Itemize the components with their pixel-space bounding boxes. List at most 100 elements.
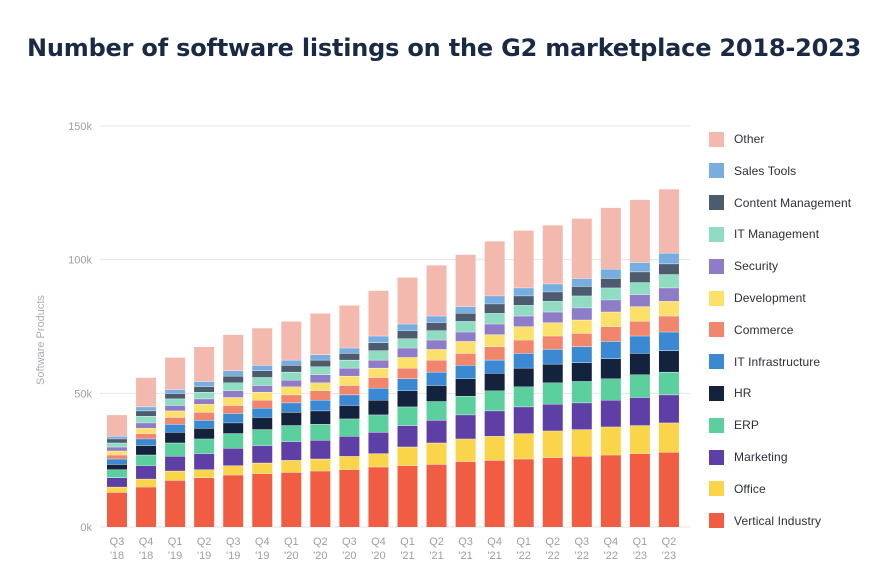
legend-swatch (709, 290, 724, 306)
bar-segment-erp (397, 406, 418, 426)
bar-segment-other (426, 265, 447, 316)
bar-segment-marketing (368, 432, 389, 454)
bar-segment-security (107, 446, 127, 451)
bar-segment-commerce (194, 412, 215, 421)
bar-segment-other (658, 188, 679, 253)
bar-segment-office (600, 426, 621, 455)
x-tick-label-year: '19 (255, 550, 269, 562)
bar-segment-other (368, 290, 389, 336)
x-tick-label-quarter: Q3 (226, 536, 241, 548)
bar-segment-it-infrastructure (339, 394, 360, 406)
bar-segment-development (629, 306, 650, 322)
bar-segment-sales-tools (600, 269, 621, 279)
bar-segment-commerce (107, 454, 127, 459)
bar-segment-marketing (223, 448, 244, 466)
bar-segment-vertical-industry (252, 473, 273, 527)
y-tick-label: 50k (74, 388, 92, 400)
x-tick-label-quarter: Q4 (604, 536, 619, 548)
bar-segment-sales-tools (136, 406, 157, 411)
x-tick-label-quarter: Q3 (110, 536, 125, 548)
bar-segment-content-management (252, 370, 273, 378)
x-tick-label-quarter: Q4 (371, 536, 386, 548)
bar-segment-office (368, 453, 389, 467)
bar-segment-security (426, 339, 447, 350)
bar-segment-sales-tools (629, 262, 650, 272)
bar-segment-commerce (513, 339, 534, 354)
bar-segment-sales-tools (397, 323, 418, 331)
bar-segment-hr (571, 362, 592, 382)
bar-segment-content-management (310, 359, 331, 367)
bar-segment-vertical-industry (281, 472, 302, 527)
bar-segment-commerce (629, 321, 650, 336)
bar-segment-vertical-industry (165, 480, 186, 527)
bar-segment-it-management (136, 416, 157, 423)
bar-segment-sales-tools (455, 306, 476, 314)
bar-segment-hr (252, 417, 273, 430)
bar-segment-it-infrastructure (629, 335, 650, 354)
bar-segment-marketing (281, 441, 302, 461)
bar-segment-marketing (136, 465, 157, 479)
bar-segment-hr (165, 432, 186, 443)
bar-segment-other (107, 414, 127, 437)
bar-segment-development (658, 301, 679, 316)
bar-segment-erp (542, 382, 563, 405)
x-tick-label-year: '18 (110, 550, 124, 562)
legend-label: IT Management (734, 227, 820, 242)
legend-item-development: Development (709, 289, 806, 307)
bar-segment-other (484, 240, 505, 296)
legend-item-marketing: Marketing (709, 448, 788, 466)
bar-segment-sales-tools (571, 278, 592, 287)
x-tick-label-year: '22 (517, 550, 531, 562)
x-tick-label-quarter: Q1 (284, 536, 299, 548)
legend-label: Content Management (734, 195, 852, 210)
legend-swatch (709, 258, 724, 274)
bar-segment-development (339, 375, 360, 386)
bar-segment-vertical-industry (658, 452, 679, 527)
x-tick-label-year: '19 (226, 550, 240, 562)
bar-segment-commerce (281, 394, 302, 403)
bar-segment-content-management (281, 365, 302, 372)
bar-segment-hr (426, 385, 447, 402)
bar-segment-office (426, 442, 447, 465)
bar-segment-it-infrastructure (136, 438, 157, 446)
bar-segment-marketing (542, 404, 563, 431)
bar-segment-erp (194, 438, 215, 454)
bar-segment-erp (455, 396, 476, 415)
bar-segment-erp (426, 401, 447, 421)
legend-label: Other (734, 132, 765, 146)
bar-segment-content-management (397, 330, 418, 339)
bar-segment-hr (455, 378, 476, 397)
x-tick-label-quarter: Q4 (139, 536, 154, 548)
chart-title: Number of software listings on the G2 ma… (27, 34, 862, 62)
bar-segment-erp (252, 429, 273, 446)
bar-segment-office (513, 433, 534, 459)
bar-segment-other (397, 277, 418, 324)
bar-segment-content-management (368, 342, 389, 351)
bar-segment-it-infrastructure (658, 331, 679, 351)
legend-swatch (709, 417, 724, 433)
bar-segment-it-management (426, 330, 447, 340)
bar-segment-hr (281, 412, 302, 426)
bar-segment-it-management (571, 295, 592, 308)
bar-segment-office (629, 425, 650, 454)
bar-segment-hr (223, 422, 244, 434)
legend-label: Sales Tools (734, 163, 797, 178)
x-tick-label-year: '20 (371, 550, 385, 562)
legend-swatch (709, 322, 724, 338)
bar-segment-other (513, 230, 534, 288)
bar-segment-hr (658, 350, 679, 372)
bar-segment-it-management (310, 366, 331, 375)
bar-segment-erp (368, 414, 389, 433)
y-axis-title: Software Products (35, 295, 47, 385)
legend-item-erp: ERP (709, 416, 759, 434)
bar-segment-vertical-industry (600, 454, 621, 527)
x-tick-label-quarter: Q4 (255, 536, 270, 548)
y-axis-ticks: 0k 50k 100k 150k (68, 121, 92, 534)
bar-segment-security (542, 311, 563, 323)
bar-segment-sales-tools (194, 381, 215, 387)
bar-segment-content-management (542, 291, 563, 302)
bar-segment-it-infrastructure (194, 420, 215, 429)
bar-segment-marketing (339, 436, 360, 457)
bar-segment-it-infrastructure (223, 413, 244, 423)
legend-swatch (709, 513, 724, 529)
